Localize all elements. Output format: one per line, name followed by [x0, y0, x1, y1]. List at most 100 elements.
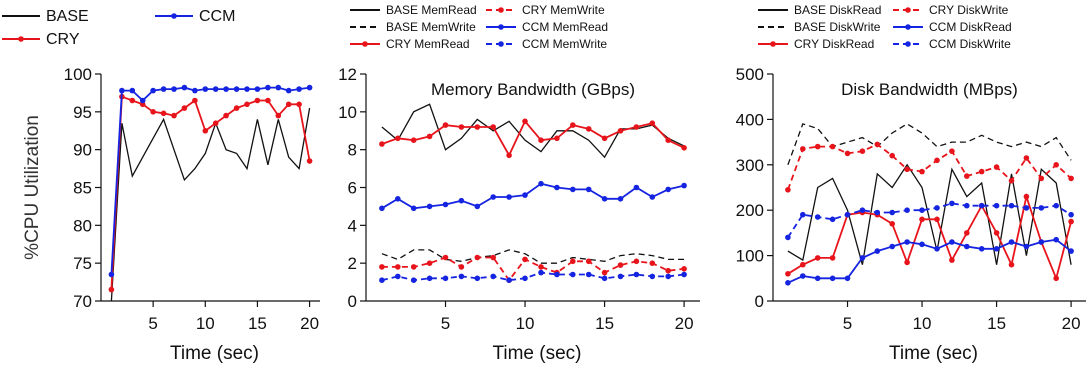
series-ccm-memread: [379, 180, 687, 212]
data-point-ccm-diskwrite: [814, 214, 821, 220]
data-point-cry-diskread: [993, 230, 1000, 236]
series-cry-diskread: [785, 193, 1074, 282]
data-point-ccm-diskread: [814, 275, 821, 282]
data-point-cry-diskread: [785, 271, 791, 277]
data-point-cry-diskwrite: [889, 152, 895, 159]
data-point-cry-diskread: [1023, 193, 1030, 200]
data-point-ccm-diskread: [800, 273, 806, 279]
data-point-cry: [275, 112, 282, 119]
data-point-cry-diskwrite: [829, 143, 836, 150]
data-point-ccm-memread: [617, 196, 624, 202]
data-point-ccm: [150, 87, 156, 94]
legend-entry-cry-diskwrite: CRY DiskWrite: [893, 3, 1009, 17]
data-point-cry-diskwrite: [785, 187, 791, 193]
data-point-cry-diskread: [919, 216, 925, 223]
data-point-cry-diskread: [1068, 218, 1074, 225]
data-point-ccm-diskread: [889, 243, 895, 250]
data-point-cry: [108, 286, 115, 293]
data-point-cry-diskwrite: [964, 173, 970, 179]
y-tick-label: 300: [736, 156, 764, 175]
legend-label: CRY MemWrite: [522, 3, 605, 17]
data-point-ccm-memread: [474, 203, 481, 210]
y-tick-label: 95: [73, 103, 92, 122]
data-point-cry-memread: [633, 124, 640, 130]
data-point-cry: [181, 105, 188, 111]
data-point-cry-diskwrite: [919, 168, 925, 175]
data-point-ccm: [171, 86, 177, 92]
data-point-ccm-memread: [665, 186, 671, 193]
data-point-cry-memwrite: [474, 254, 481, 261]
data-point-cry: [296, 101, 302, 108]
data-point-ccm-diskwrite: [1068, 211, 1074, 218]
legend-label: CRY DiskWrite: [929, 3, 1009, 17]
data-point-ccm: [285, 87, 292, 94]
data-point-cry-diskread: [829, 255, 836, 261]
data-point-ccm-diskwrite: [844, 211, 851, 218]
legend-label: CRY: [46, 31, 80, 48]
data-point-cry: [192, 97, 198, 104]
data-point-ccm-diskwrite: [785, 234, 791, 241]
data-point-cry-memread: [506, 152, 512, 159]
data-point-ccm-diskread: [934, 246, 940, 252]
data-point-cry-memread: [585, 126, 592, 132]
data-point-ccm-memread: [410, 205, 417, 212]
data-point-ccm-diskread: [874, 248, 881, 254]
y-tick-label: 85: [73, 179, 92, 198]
data-point-cry-memread: [601, 135, 608, 142]
data-point-cry-memwrite: [665, 267, 671, 274]
x-tick-label: 15: [248, 314, 267, 333]
data-point-ccm-diskread: [993, 246, 1000, 252]
legend-label: CCM MemRead: [522, 20, 608, 34]
x-tick-label: 20: [300, 314, 319, 333]
data-point-ccm-memwrite: [585, 271, 592, 278]
y-tick-label: 500: [736, 65, 764, 84]
data-point-ccm-diskwrite: [919, 207, 925, 213]
data-point-cry: [285, 101, 292, 108]
data-point-ccm-memwrite: [490, 273, 497, 280]
data-point-ccm-memwrite: [601, 275, 608, 282]
series-cry-memread: [379, 118, 687, 159]
y-tick-label: 90: [73, 141, 92, 160]
x-tick-label: 5: [148, 314, 157, 333]
legend-label: CCM: [199, 8, 235, 25]
data-point-ccm-diskwrite: [874, 209, 881, 216]
legend-entry-base: BASE: [2, 8, 89, 25]
legend-chart-2: BASE MemRead CRY MemWrite BASE MemWrite CCM…: [350, 3, 608, 51]
data-point-cry: [265, 97, 271, 104]
data-point-cry-memwrite: [538, 264, 544, 270]
data-point-ccm-memwrite: [633, 271, 640, 278]
data-point-cry-memwrite: [633, 258, 640, 265]
x-tick-label: 10: [516, 314, 535, 333]
data-point-ccm: [212, 86, 219, 92]
data-point-cry-diskwrite: [904, 166, 910, 173]
legend-label: BASE MemRead: [386, 3, 477, 17]
series-line-base-memwrite: [381, 249, 685, 264]
legend-label: CRY DiskRead: [794, 37, 874, 51]
legend-entry-ccm-memread: CCM MemRead: [486, 20, 608, 34]
series-ccm-diskread: [785, 236, 1074, 286]
legend-entry-cry: CRY: [2, 31, 80, 48]
data-point-ccm-diskwrite: [993, 202, 1000, 209]
data-point-cry-memwrite: [522, 256, 528, 263]
data-point-cry-diskwrite: [874, 141, 881, 148]
data-point-ccm: [254, 86, 261, 92]
data-point-cry-memread: [570, 122, 576, 128]
data-point-cry-memread: [379, 141, 385, 147]
data-point-ccm-diskread: [1068, 248, 1074, 254]
x-axis-label: Time (sec): [889, 343, 978, 364]
legend-entry-cry-memread: CRY MemRead: [350, 37, 470, 51]
data-point-cry: [150, 109, 156, 115]
data-point-ccm: [233, 86, 240, 92]
data-point-cry-diskread: [800, 261, 806, 268]
data-point-ccm-memwrite: [665, 273, 671, 280]
data-point-ccm-diskread: [829, 275, 836, 282]
data-point-ccm-memwrite: [617, 273, 624, 280]
data-point-cry: [129, 97, 136, 104]
data-point-cry-memread: [665, 137, 671, 143]
legend-label: CRY MemRead: [386, 37, 470, 51]
data-point-ccm-memwrite: [522, 275, 528, 282]
x-tick-label: 5: [441, 314, 450, 333]
data-point-ccm-diskread: [919, 241, 925, 248]
series-base-diskread: [787, 163, 1072, 265]
series-ccm-diskwrite: [785, 200, 1074, 241]
